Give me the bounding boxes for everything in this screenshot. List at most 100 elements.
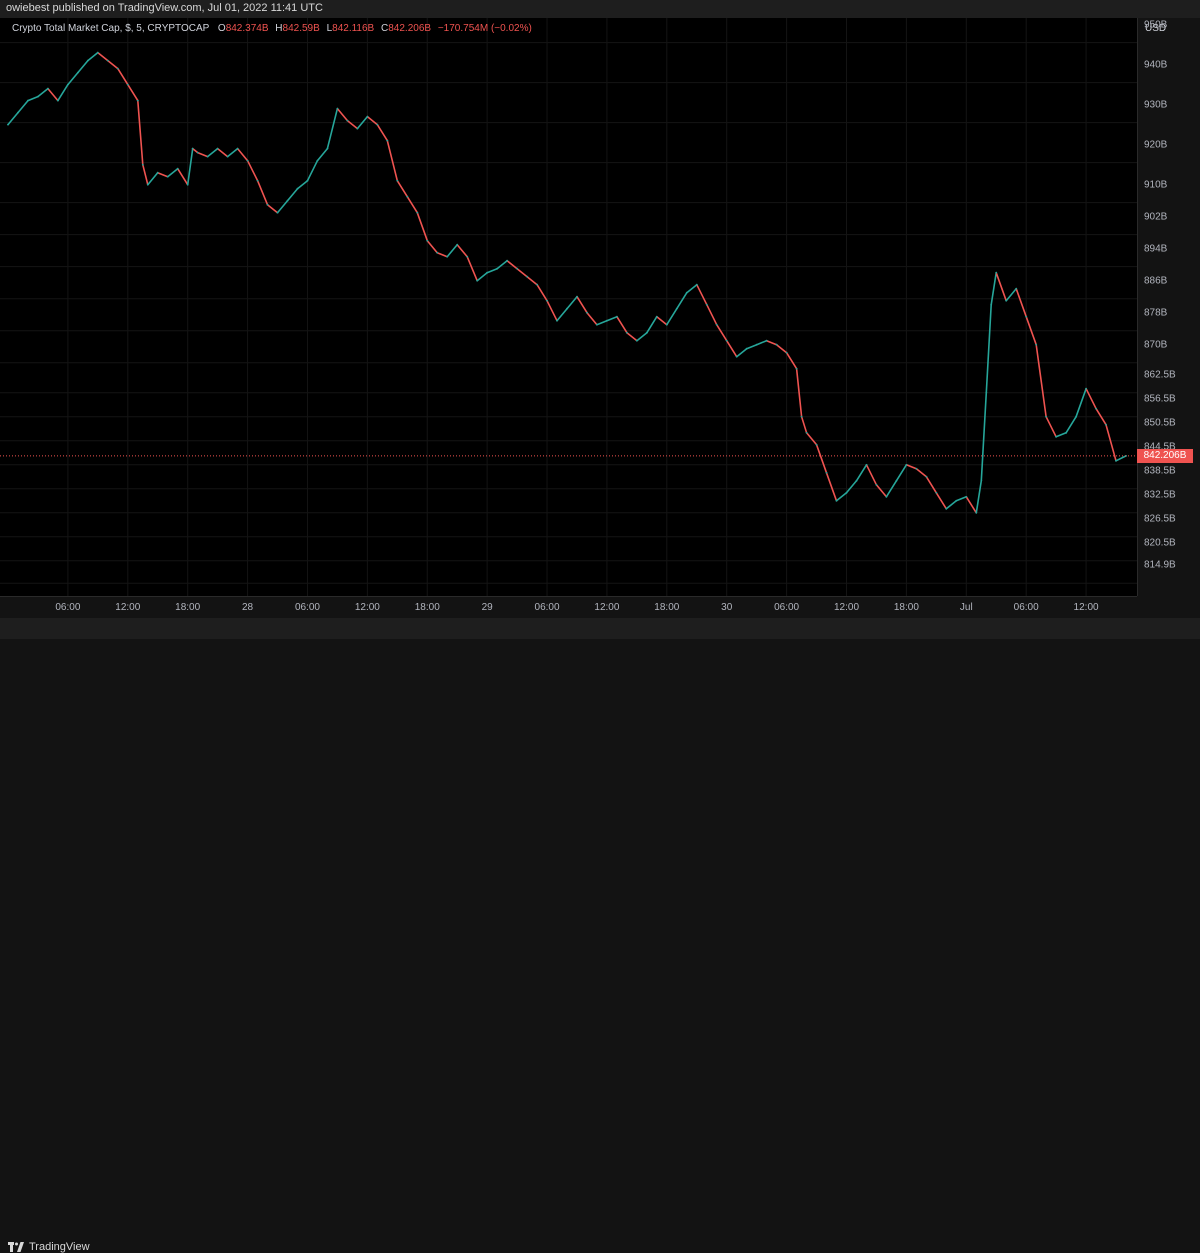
y-tick-label: 930B: [1144, 99, 1168, 111]
price-point: [266, 203, 269, 206]
price-point: [116, 67, 119, 70]
price-point: [496, 267, 498, 270]
price-segment: [855, 463, 868, 482]
x-tick-label: 18:00: [175, 602, 201, 613]
price-point: [1105, 423, 1107, 426]
y-tick-label: 878B: [1144, 307, 1168, 319]
price-point: [7, 123, 9, 126]
price-point: [925, 475, 928, 478]
price-point: [47, 87, 49, 90]
price-point: [476, 279, 479, 282]
price-segment: [476, 271, 488, 282]
price-segment: [546, 299, 558, 322]
price-point: [626, 331, 628, 334]
price-point: [745, 347, 748, 350]
price-point: [795, 367, 798, 370]
price-segment: [805, 431, 818, 446]
price-chart[interactable]: [0, 18, 1137, 596]
x-tick-label: 06:00: [1013, 602, 1039, 613]
price-point: [366, 115, 369, 118]
price-point: [77, 71, 79, 74]
price-segment: [905, 463, 918, 470]
price-segment: [166, 167, 179, 178]
price-segment: [536, 283, 548, 302]
price-segment: [156, 171, 169, 178]
price-point: [705, 303, 708, 306]
price-segment: [1075, 387, 1087, 418]
price-point: [1055, 435, 1057, 438]
price-segment: [576, 295, 588, 314]
price-point: [1035, 343, 1038, 346]
price-segment: [745, 343, 758, 350]
price-point: [346, 119, 349, 122]
y-tick-label: 826.5B: [1144, 513, 1176, 525]
price-point: [566, 307, 568, 310]
y-tick-label: 862.5B: [1144, 369, 1176, 381]
price-point: [406, 195, 409, 198]
price-point: [955, 499, 958, 502]
price-segment: [935, 491, 948, 510]
x-tick-label: 12:00: [594, 602, 620, 613]
price-point: [27, 99, 29, 102]
price-segment: [466, 255, 479, 282]
price-segment: [496, 259, 508, 270]
price-point: [845, 491, 848, 494]
price-point: [675, 307, 678, 310]
price-point: [905, 463, 908, 466]
time-axis[interactable]: [0, 596, 1137, 619]
symbol-title[interactable]: Crypto Total Market Cap, $, 5, CRYPTOCAP: [12, 23, 210, 34]
open-value: 842.374B: [225, 23, 269, 34]
price-point: [486, 271, 488, 274]
price-segment: [246, 159, 259, 182]
price-segment: [526, 275, 538, 286]
price-segment: [117, 67, 129, 86]
price-segment: [785, 351, 798, 370]
price-point: [735, 355, 738, 358]
last-price-tag: 842.206B: [1137, 448, 1193, 463]
price-segment: [825, 471, 838, 502]
currency-label[interactable]: USD: [1145, 23, 1167, 34]
price-point: [815, 443, 818, 446]
price-point: [1005, 299, 1008, 302]
price-segment: [1045, 415, 1057, 438]
price-segment: [47, 87, 59, 102]
price-point: [376, 123, 379, 126]
price-segment: [845, 479, 858, 494]
price-point: [196, 151, 199, 154]
price-point: [576, 295, 578, 298]
price-segment: [566, 295, 578, 310]
price-segment: [216, 147, 229, 158]
price-point: [236, 147, 239, 150]
price-point: [825, 471, 828, 474]
price-segment: [107, 59, 119, 70]
price-segment: [127, 83, 139, 102]
price-segment: [316, 147, 329, 162]
price-point: [1065, 431, 1067, 434]
price-point: [526, 275, 528, 278]
price-segment: [426, 239, 439, 254]
price-segment: [675, 291, 688, 310]
price-segment: [236, 147, 249, 162]
price-point: [935, 491, 938, 494]
price-point: [800, 415, 803, 418]
close-value: 842.206B: [388, 23, 432, 34]
price-segment: [755, 339, 768, 346]
price-segment: [1085, 387, 1097, 410]
x-tick-label: 06:00: [534, 602, 560, 613]
price-point: [37, 95, 39, 98]
price-point: [646, 331, 648, 334]
price-point: [536, 283, 538, 286]
price-segment: [516, 267, 528, 278]
tradingview-logo[interactable]: TradingView: [8, 1241, 90, 1253]
price-segment: [1005, 287, 1018, 302]
price-segment: [67, 71, 79, 86]
price-axis[interactable]: [1137, 18, 1200, 596]
price-segment: [945, 499, 958, 510]
price-point: [216, 147, 219, 150]
price-point: [665, 323, 668, 326]
price-point: [1115, 459, 1117, 462]
price-segment: [27, 95, 39, 102]
x-tick-label: 28: [242, 602, 254, 613]
price-point: [685, 291, 688, 294]
price-segment: [556, 307, 568, 322]
